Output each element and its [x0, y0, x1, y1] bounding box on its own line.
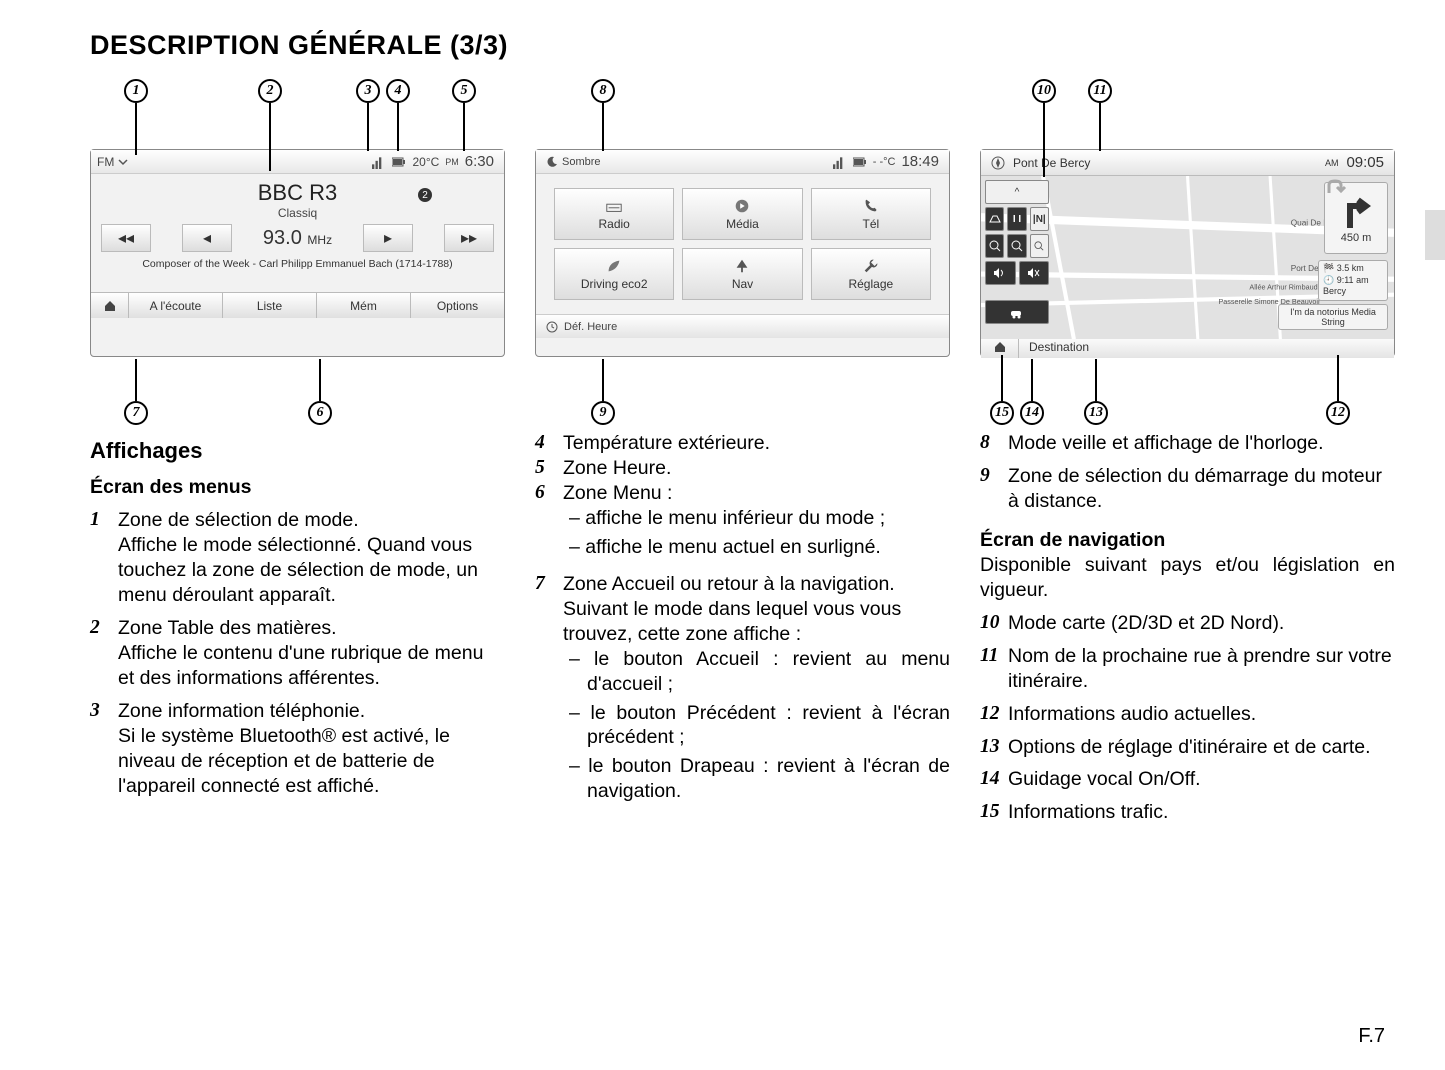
- ampm: AM: [1325, 158, 1339, 168]
- station-name: BBC R3: [101, 180, 494, 206]
- svg-text:Allée Arthur Rimbaud: Allée Arthur Rimbaud: [1249, 283, 1317, 292]
- battery-icon: [853, 155, 867, 169]
- voice-off-button[interactable]: [1019, 261, 1050, 285]
- card-nav[interactable]: Nav: [682, 248, 802, 300]
- expand-up-button[interactable]: ^: [985, 180, 1049, 204]
- moon-icon: [546, 156, 558, 168]
- card-settings[interactable]: Réglage: [811, 248, 931, 300]
- theme-label: Sombre: [562, 156, 601, 168]
- page-number: F.7: [1358, 1025, 1385, 1048]
- preset-badge: 2: [418, 188, 432, 202]
- signal-icon: [833, 155, 847, 169]
- outside-temp: - -°C: [873, 156, 896, 168]
- seek-fwd-button[interactable]: ▸▸: [444, 224, 494, 252]
- page-title: DESCRIPTION GÉNÉRALE (3/3): [90, 30, 1395, 61]
- tab-listening[interactable]: A l'écoute: [129, 293, 223, 318]
- card-media[interactable]: Média: [682, 188, 802, 240]
- zoom-icon: [989, 240, 1001, 252]
- ampm: PM: [445, 157, 459, 167]
- zoom-out-button[interactable]: [1007, 234, 1026, 258]
- speaker-mute-icon: [1027, 268, 1041, 278]
- rds-text: Composer of the Week - Carl Philipp Emma…: [101, 258, 494, 270]
- chevron-down-icon: [118, 157, 128, 167]
- station-genre: Classiq: [101, 206, 494, 220]
- tune-up-button[interactable]: ▸: [363, 224, 413, 252]
- phone-icon: [862, 197, 880, 215]
- clock: 18:49: [901, 153, 939, 170]
- zoom-icon: [1034, 241, 1044, 251]
- clock-icon: [546, 321, 558, 333]
- home-tab[interactable]: [91, 293, 129, 318]
- speaker-icon: [993, 268, 1007, 278]
- clock: 09:05: [1346, 154, 1384, 171]
- next-street: Pont De Bercy: [1013, 156, 1317, 170]
- zoom-in-button[interactable]: [985, 234, 1004, 258]
- turn-right-icon: [1336, 192, 1376, 232]
- subheading-menu-screen: Écran des menus: [90, 475, 505, 500]
- north-button[interactable]: |N|: [1030, 207, 1049, 231]
- subheading-nav-screen: Écran de navigation: [980, 528, 1395, 553]
- tab-mem[interactable]: Mém: [317, 293, 411, 318]
- card-phone[interactable]: Tél: [811, 188, 931, 240]
- destination-button[interactable]: Destination: [1019, 340, 1394, 354]
- now-playing: I'm da notorius Media String: [1278, 304, 1388, 330]
- traffic-button[interactable]: [985, 300, 1049, 324]
- tune-down-button[interactable]: ◂: [182, 224, 232, 252]
- play-icon: [733, 197, 751, 215]
- zoom-button[interactable]: [1030, 234, 1049, 258]
- outside-temp: 20°C: [412, 155, 439, 169]
- card-eco[interactable]: Driving eco2: [554, 248, 674, 300]
- set-time-row[interactable]: Déf. Heure: [536, 314, 949, 338]
- clock: 6:30: [465, 153, 494, 170]
- battery-icon: [392, 155, 406, 169]
- compass-icon: [991, 156, 1005, 170]
- map-area[interactable]: Quai De Bercy Port De Bercy Allée Arthur…: [981, 176, 1394, 334]
- card-radio[interactable]: Radio: [554, 188, 674, 240]
- turn-instruction: 450 m: [1324, 182, 1388, 254]
- mode-selector[interactable]: FM: [97, 155, 128, 169]
- heading-displays: Affichages: [90, 437, 505, 465]
- tab-list[interactable]: Liste: [223, 293, 317, 318]
- screenshot-menu: Sombre - -°C 18:49 Radio Média Tél Drivi…: [535, 149, 950, 357]
- trip-info: 🏁 3.5 km 🕘 9:11 am Bercy: [1318, 260, 1388, 301]
- zoom-icon: [1011, 240, 1023, 252]
- traffic-icon: [1009, 305, 1025, 319]
- home-icon: [103, 299, 117, 313]
- screenshot-radio: FM 20°C PM 6:30 BBC R3 Classiq ◂◂ ◂ 93.0: [90, 149, 505, 357]
- wrench-icon: [862, 257, 880, 275]
- info-button[interactable]: I I: [1007, 207, 1026, 231]
- leaf-icon: [605, 257, 623, 275]
- perspective-icon: [988, 214, 1002, 224]
- voice-on-button[interactable]: [985, 261, 1016, 285]
- arrow-up-icon: [733, 257, 751, 275]
- home-icon: [993, 340, 1007, 354]
- map-mode-button[interactable]: [985, 207, 1004, 231]
- tab-options[interactable]: Options: [411, 293, 504, 318]
- frequency: 93.0 MHz: [263, 227, 332, 250]
- radio-icon: [605, 197, 623, 215]
- signal-icon: [372, 155, 386, 169]
- seek-back-button[interactable]: ◂◂: [101, 224, 151, 252]
- screenshot-nav: Pont De Bercy AM 09:05 Quai De Bercy Por…: [980, 149, 1395, 357]
- thumb-index: [1425, 210, 1445, 260]
- uturn-icon: [1321, 179, 1351, 195]
